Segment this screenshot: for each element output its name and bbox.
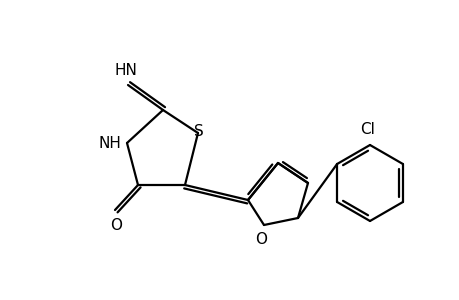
Text: NH: NH — [98, 136, 121, 151]
Text: S: S — [194, 124, 203, 140]
Text: O: O — [254, 232, 266, 247]
Text: Cl: Cl — [360, 122, 375, 137]
Text: O: O — [110, 218, 122, 233]
Text: HN: HN — [114, 63, 137, 78]
